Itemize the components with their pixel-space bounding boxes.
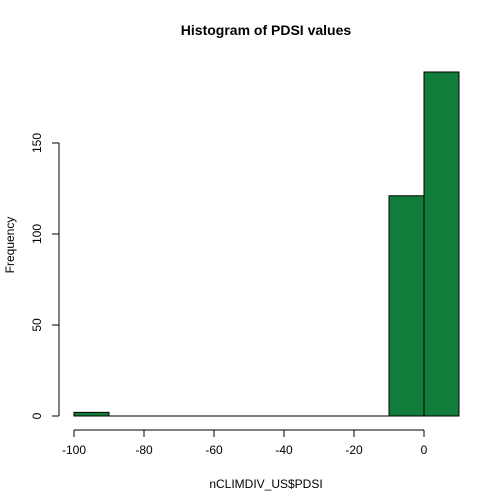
x-tick-label: -80 [135, 443, 153, 457]
y-tick-label: 150 [30, 133, 44, 153]
y-axis-label: Frequency [3, 217, 17, 274]
chart-title: Histogram of PDSI values [181, 22, 352, 38]
x-axis: -100 -80 -60 -40 -20 0 [62, 429, 428, 457]
x-tick-label: -60 [205, 443, 223, 457]
y-tick-label: 50 [30, 318, 44, 332]
x-tick-label: -20 [345, 443, 363, 457]
histogram-bar [423, 71, 460, 417]
x-tick-label: 0 [421, 443, 428, 457]
y-axis: 0 50 100 150 [30, 133, 60, 419]
x-axis-label: nCLIMDIV_US$PDSI [209, 477, 322, 491]
x-tick-label: -100 [62, 443, 86, 457]
histogram-bar [388, 195, 425, 417]
bars-group [73, 71, 460, 417]
x-tick-label: -40 [275, 443, 293, 457]
y-tick-label: 100 [30, 224, 44, 244]
histogram-bar [73, 411, 110, 417]
y-tick-label: 0 [30, 412, 44, 419]
